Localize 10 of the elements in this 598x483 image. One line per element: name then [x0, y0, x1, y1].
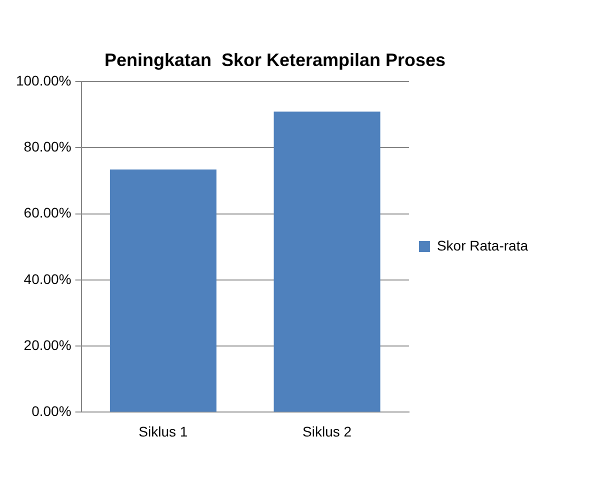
- y-tick-label: 40.00%: [24, 270, 72, 287]
- y-tick-label: 80.00%: [24, 138, 72, 155]
- y-tick-label: 0.00%: [32, 403, 72, 420]
- legend-label: Skor Rata-rata: [436, 237, 528, 254]
- x-tick-label: Siklus 1: [138, 423, 188, 440]
- y-tick-label: 60.00%: [24, 204, 72, 221]
- chart-title: Peningkatan Skor Keterampilan Proses: [104, 50, 446, 70]
- x-tick-label: Siklus 2: [302, 423, 352, 440]
- y-tick-label: 20.00%: [24, 336, 72, 353]
- y-tick-label: 100.00%: [16, 72, 72, 88]
